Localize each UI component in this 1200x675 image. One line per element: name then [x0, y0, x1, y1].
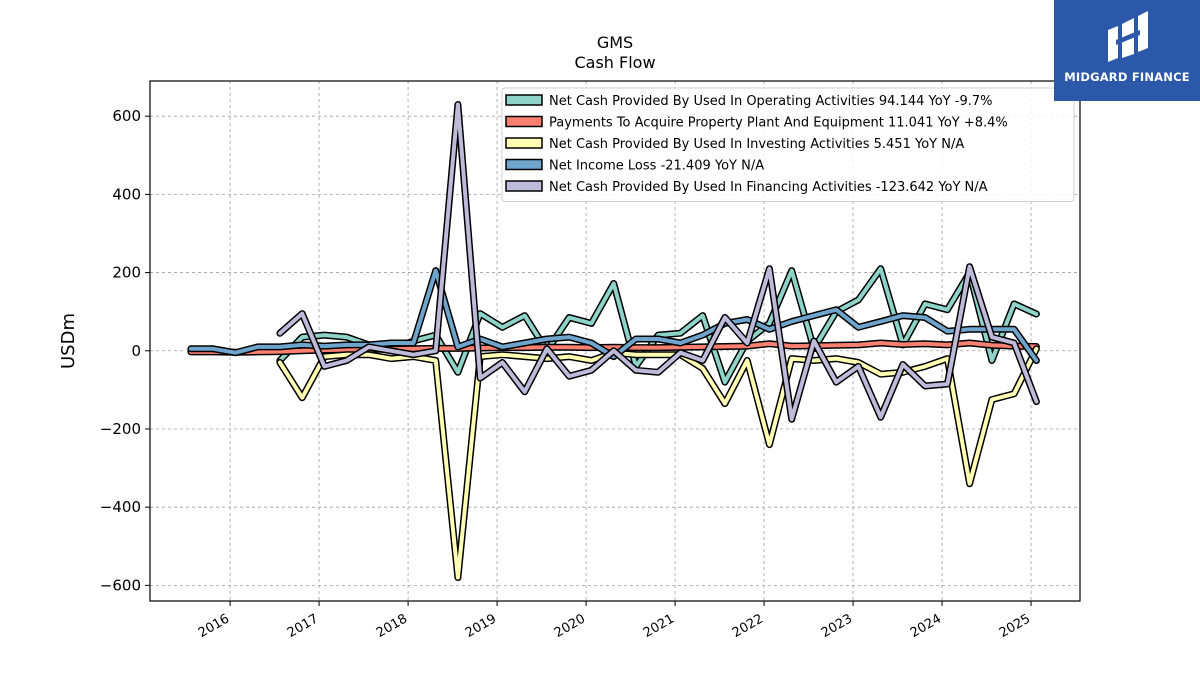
y-tick-label: −400 [100, 498, 141, 516]
series-lines [187, 101, 1040, 581]
legend-swatch-0 [505, 94, 543, 106]
series-line-4 [277, 102, 1039, 422]
brand-mark-icon [1108, 11, 1148, 62]
y-tick-label: 0 [131, 342, 141, 360]
legend-label-1: Payments To Acquire Property Plant And E… [549, 116, 1008, 131]
legend-label-0: Net Cash Provided By Used In Operating A… [549, 94, 992, 109]
plot-frame [149, 80, 1081, 602]
y-axis-ticks: 600 400 200 0 −200 −400 −600 [100, 107, 150, 594]
brand-name: MIDGARD FINANCE [1064, 70, 1190, 84]
brand-logo: MIDGARD FINANCE [1054, 0, 1200, 101]
legend: Net Cash Provided By Used In Operating A… [501, 87, 1075, 202]
legend-swatch-1 [505, 115, 543, 128]
series-line-3 [188, 268, 1039, 363]
legend-label-4: Net Cash Provided By Used In Financing A… [549, 180, 988, 195]
legend-label-3: Net Income Loss -21.409 YoY N/A [549, 159, 764, 174]
legend-swatch-3 [505, 158, 543, 171]
legend-box [501, 87, 1075, 202]
y-tick-label: −600 [100, 576, 141, 594]
y-tick-label: 400 [112, 185, 141, 203]
y-tick-label: 600 [112, 107, 141, 125]
legend-swatch-4 [505, 180, 543, 192]
chart-title: GMS [597, 33, 633, 52]
legend-label-2: Net Cash Provided By Used In Investing A… [549, 137, 964, 152]
y-tick-label: 200 [112, 264, 141, 282]
y-axis-label: USDm [58, 313, 79, 369]
legend-swatch-2 [505, 137, 543, 149]
y-tick-label: −200 [100, 420, 141, 438]
chart-subtitle: Cash Flow [574, 53, 655, 72]
